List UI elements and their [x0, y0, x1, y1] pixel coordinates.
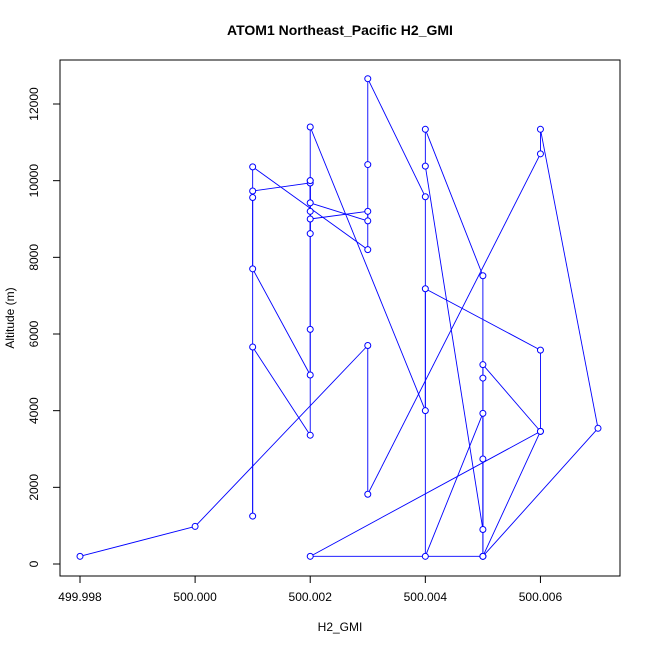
y-tick-label: 6000 — [27, 320, 41, 347]
x-tick-label: 500.002 — [289, 590, 333, 604]
data-point — [306, 325, 314, 333]
y-axis-label: Altitude (m) — [3, 287, 17, 348]
data-point — [306, 199, 314, 207]
data-point — [191, 522, 199, 530]
data-point — [421, 552, 429, 560]
data-point — [364, 75, 372, 83]
data-point — [306, 215, 314, 223]
data-point — [421, 285, 429, 293]
y-tick-label: 2000 — [27, 474, 41, 501]
data-point — [249, 265, 257, 273]
data-point — [536, 125, 544, 133]
data-point — [249, 343, 257, 351]
data-point — [421, 407, 429, 415]
data-point — [536, 427, 544, 435]
x-tick-label: 500.006 — [519, 590, 563, 604]
data-point — [536, 346, 544, 354]
x-axis: 499.998 500.000 500.002 500.004 500.006 — [58, 576, 562, 604]
series-segment — [252, 182, 311, 192]
data-point — [249, 163, 257, 171]
series-points — [76, 75, 602, 560]
data-point — [364, 217, 372, 225]
data-point — [421, 125, 429, 133]
data-point — [421, 162, 429, 170]
data-point — [479, 374, 487, 382]
series-segment — [79, 525, 196, 557]
series-segment — [310, 430, 541, 557]
series-segment — [482, 364, 541, 432]
data-point — [364, 246, 372, 254]
series-segment — [310, 210, 368, 220]
data-point — [306, 207, 314, 215]
series-segment — [424, 129, 484, 276]
x-axis-label: H2_GMI — [318, 620, 363, 634]
series-segment — [424, 166, 484, 530]
data-point — [364, 161, 372, 169]
series-segment — [252, 268, 311, 376]
data-point — [249, 187, 257, 195]
x-tick-label: 500.000 — [173, 590, 217, 604]
series-segment — [425, 288, 541, 351]
data-point — [306, 123, 314, 131]
y-tick-label: 10000 — [27, 164, 41, 198]
series-segment — [194, 345, 369, 527]
data-point — [479, 361, 487, 369]
data-point — [306, 177, 314, 185]
data-point — [479, 272, 487, 280]
series-segment — [309, 126, 426, 411]
y-tick-label: 0 — [27, 560, 41, 567]
data-point — [249, 512, 257, 520]
data-point — [306, 230, 314, 238]
series-segment — [540, 129, 599, 429]
series-segment — [424, 413, 484, 557]
y-tick-label: 12000 — [27, 87, 41, 121]
x-tick-label: 500.004 — [404, 590, 448, 604]
series-segment — [252, 346, 311, 436]
y-axis: 0 2000 4000 6000 8000 10000 12000 — [27, 87, 60, 567]
data-point — [76, 552, 84, 560]
y-tick-label: 8000 — [27, 244, 41, 271]
data-point — [306, 431, 314, 439]
series-segment — [367, 153, 541, 495]
chart-title: ATOM1 Northeast_Pacific H2_GMI — [227, 22, 453, 38]
data-point — [479, 552, 487, 560]
data-point — [249, 194, 257, 202]
series-segment — [482, 427, 599, 557]
series-segment — [482, 431, 541, 557]
data-point — [421, 193, 429, 201]
plot-frame — [59, 59, 621, 577]
data-point — [306, 552, 314, 560]
data-point — [364, 342, 372, 349]
data-point — [364, 207, 372, 215]
y-tick-label: 4000 — [27, 397, 41, 424]
data-point — [364, 490, 372, 498]
data-point — [479, 409, 487, 417]
data-point — [479, 526, 487, 533]
series-segment — [310, 202, 368, 222]
data-point — [479, 455, 487, 463]
data-point — [594, 424, 602, 432]
data-point — [536, 150, 544, 158]
series-lines — [79, 78, 599, 557]
series-segment — [367, 78, 426, 197]
x-tick-label: 499.998 — [58, 590, 102, 604]
data-point — [306, 371, 314, 379]
